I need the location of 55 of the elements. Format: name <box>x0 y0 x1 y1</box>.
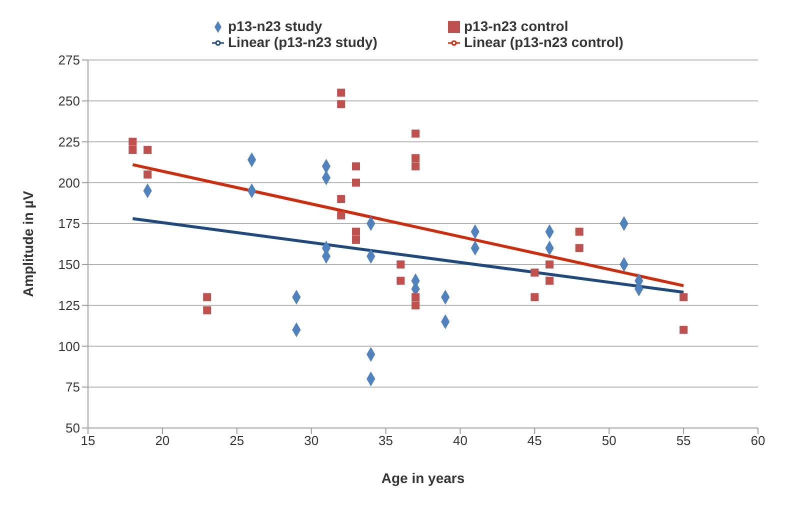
point <box>337 88 346 97</box>
point <box>337 100 346 108</box>
x-tick-label: 55 <box>676 433 691 448</box>
point <box>412 301 420 310</box>
legend-label: Linear (p13-n23 study) <box>228 34 378 50</box>
y-tick-label: 50 <box>66 420 80 436</box>
point <box>412 162 420 170</box>
point <box>144 170 152 178</box>
point <box>352 178 360 187</box>
point <box>203 306 212 314</box>
point <box>352 236 360 244</box>
x-tick-label: 40 <box>452 433 468 448</box>
y-tick-label: 275 <box>58 52 80 68</box>
x-tick-label: 25 <box>230 433 244 448</box>
x-axis-title: Age in years <box>381 470 465 486</box>
x-tick-label: 35 <box>378 433 394 448</box>
x-tick-label: 45 <box>527 433 542 448</box>
legend-label: p13-n23 control <box>464 18 570 34</box>
y-tick-label: 75 <box>66 380 80 395</box>
y-tick-label: 200 <box>58 175 80 190</box>
y-tick-label: 225 <box>58 134 80 150</box>
y-tick-label: 125 <box>58 298 80 313</box>
point <box>575 228 584 236</box>
point <box>530 268 539 277</box>
point <box>680 293 688 302</box>
y-tick-label: 150 <box>58 257 80 272</box>
point <box>352 228 360 236</box>
point <box>144 146 152 154</box>
point <box>530 293 539 302</box>
point <box>352 162 360 170</box>
point <box>203 293 212 302</box>
point <box>546 276 554 285</box>
point <box>412 293 420 302</box>
x-tick-label: 50 <box>602 433 616 448</box>
point <box>575 244 584 252</box>
point <box>680 326 688 334</box>
x-tick-label: 30 <box>304 433 319 448</box>
y-tick-label: 100 <box>58 338 80 354</box>
x-tick-label: 20 <box>155 433 170 448</box>
point <box>412 154 420 162</box>
point <box>337 211 346 220</box>
point <box>128 146 137 154</box>
legend-label: Linear (p13-n23 control) <box>464 34 624 50</box>
point <box>412 130 420 138</box>
point <box>128 138 137 146</box>
y-axis-title: Amplitude in µV <box>20 190 36 298</box>
y-tick-label: 175 <box>58 216 80 232</box>
point <box>546 260 554 268</box>
x-tick-label: 60 <box>750 433 766 448</box>
x-tick-label: 15 <box>80 433 96 448</box>
point <box>396 260 405 268</box>
point <box>396 276 405 285</box>
y-tick-label: 250 <box>58 94 80 109</box>
legend-label: p13-n23 study <box>228 18 324 34</box>
point <box>337 195 346 204</box>
